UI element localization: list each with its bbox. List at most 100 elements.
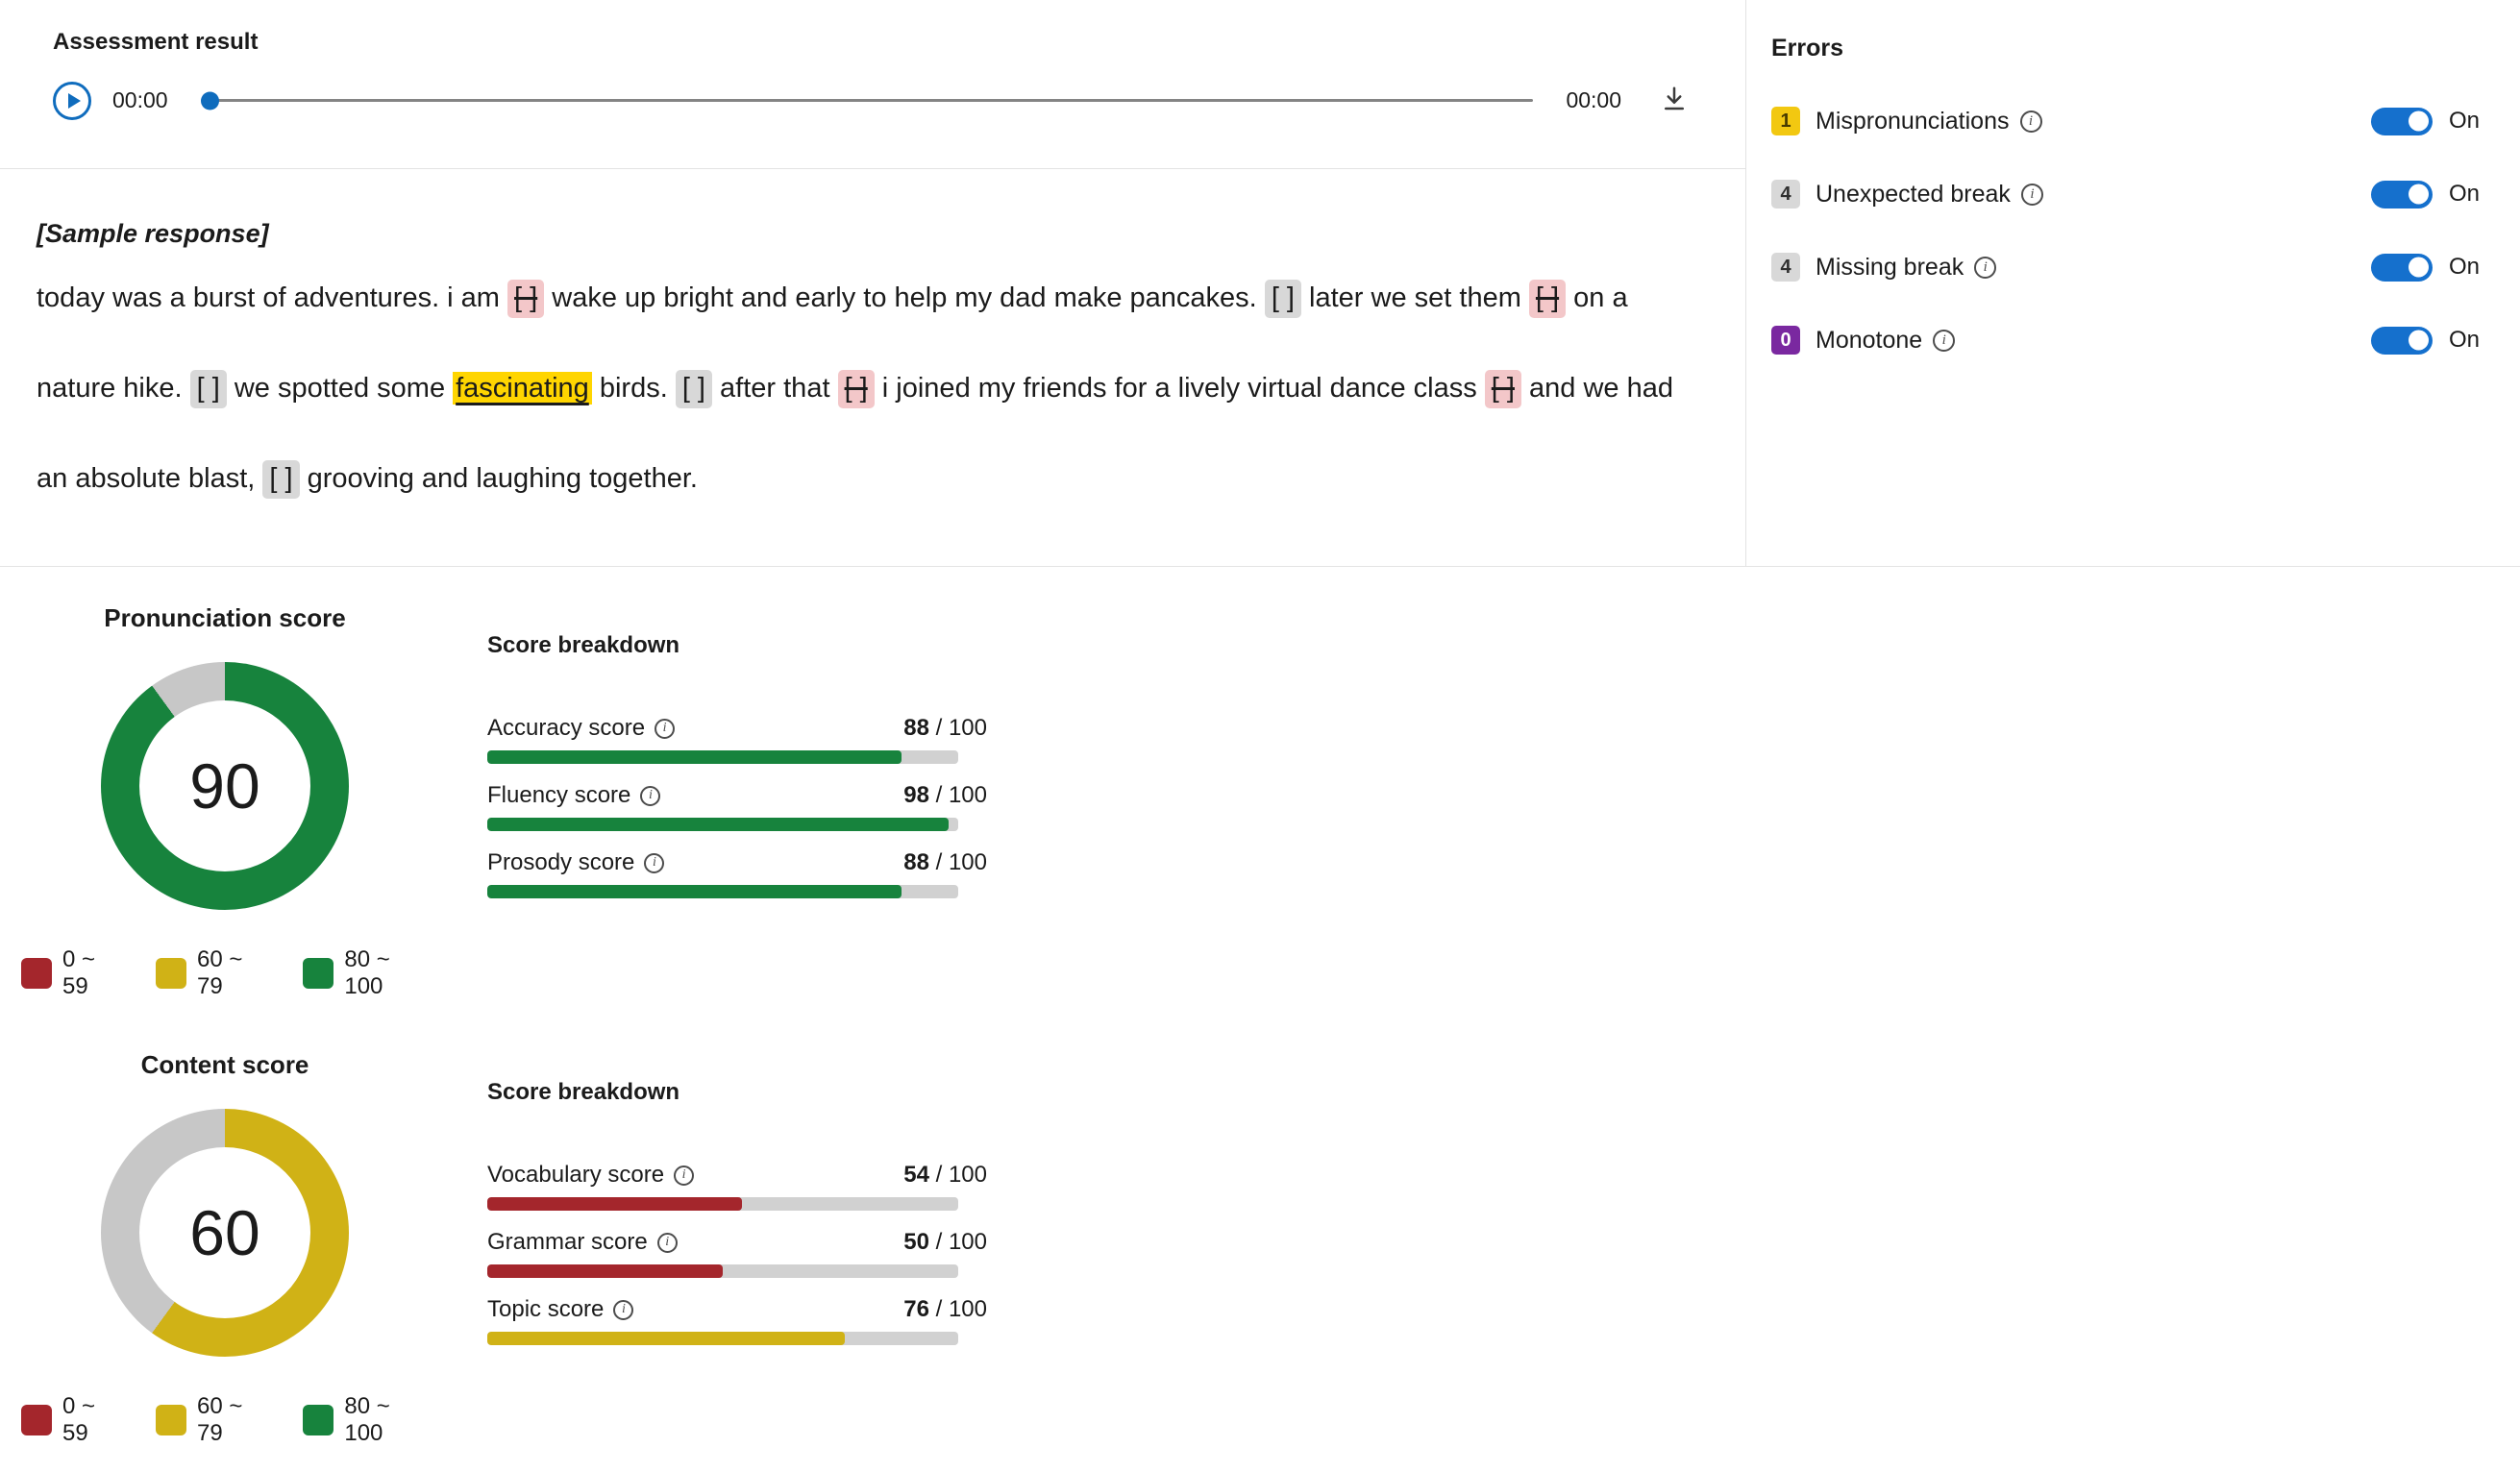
play-button[interactable]	[53, 81, 91, 120]
score-bar-group: Grammar score i 50 / 100	[487, 1229, 987, 1278]
toggle-state-label: On	[2449, 181, 2481, 207]
mispronounced-word[interactable]: fascinating	[453, 372, 592, 405]
errors-list: 1 Mispronunciations i On 4 Unexpected break i O…	[1771, 107, 2483, 355]
missing-break-marker[interactable]: [ ]	[189, 370, 227, 408]
transcript-text: birds.	[591, 373, 676, 404]
info-icon[interactable]: i	[656, 1232, 678, 1253]
transcript-text: and we had an absolute blast,	[37, 373, 1673, 494]
error-row: 0 Monotone i On	[1771, 326, 2483, 355]
score-bar-track	[487, 750, 958, 764]
page-title: Assessment result	[53, 29, 259, 55]
score-bar-value: 98 / 100	[903, 782, 987, 808]
score-bar-track	[487, 1332, 958, 1345]
error-row: 4 Unexpected break i On	[1771, 180, 2483, 209]
breakdown-bars: Accuracy score i 88 / 100 Fluency score i 98 …	[487, 715, 987, 898]
score-bar-fill	[487, 750, 902, 764]
legend-item: 80 ~ 100	[303, 1393, 434, 1447]
toggle-knob	[2409, 257, 2429, 278]
assessment-column: Assessment result 00:00 00:00 [	[0, 0, 1746, 566]
transcript-body: today was a burst of adventures. i am [ …	[37, 253, 1678, 524]
content-score-gauge: 60	[101, 1109, 349, 1357]
score-bar-label-row: Grammar score i 50 / 100	[487, 1229, 987, 1256]
legend-label: 0 ~ 59	[62, 1393, 96, 1446]
error-label: Monotone	[1816, 326, 1923, 354]
pronunciation-score-value: 90	[139, 700, 310, 871]
transcript-text: i joined my friends for a lively virtual…	[874, 373, 1485, 404]
error-toggle[interactable]	[2371, 107, 2433, 135]
unexpected-break-marker[interactable]: [ ]	[1484, 370, 1521, 408]
seek-slider[interactable]	[200, 90, 1534, 111]
errors-panel-title: Errors	[1771, 35, 1844, 61]
info-icon[interactable]: i	[640, 785, 661, 806]
legend-label: 60 ~ 79	[197, 946, 243, 999]
score-bar-track	[487, 1264, 958, 1278]
legend-label: 80 ~ 100	[344, 946, 390, 999]
breakdown-bars: Vocabulary score i 54 / 100 Grammar score i 5…	[487, 1162, 987, 1345]
score-legend: 0 ~ 59 60 ~ 79 80 ~ 100	[21, 1393, 434, 1447]
score-bar-label: Fluency score	[487, 782, 631, 808]
unexpected-break-marker[interactable]: [ ]	[507, 280, 545, 318]
error-toggle[interactable]	[2371, 253, 2433, 282]
seek-track	[200, 99, 1534, 102]
info-icon[interactable]: i	[674, 1165, 695, 1186]
unexpected-break-marker[interactable]: [ ]	[1528, 280, 1567, 318]
info-icon[interactable]: i	[655, 718, 676, 739]
info-icon[interactable]: i	[1974, 256, 1997, 279]
error-label: Missing break	[1816, 253, 1964, 281]
content-score-value: 60	[139, 1147, 310, 1318]
transcript-section: [Sample response] today was a burst of a…	[0, 169, 1745, 524]
content-breakdown: Score breakdown Vocabulary score i 54 / 10…	[487, 1050, 987, 1363]
toggle-knob	[2409, 330, 2429, 351]
scores-section: Pronunciation score 90 0 ~ 59 60 ~ 79 80 ~…	[0, 567, 2520, 1447]
legend-swatch	[303, 958, 334, 989]
error-row: 1 Mispronunciations i On	[1771, 107, 2483, 135]
download-icon	[1665, 86, 1684, 110]
score-bar-fill	[487, 818, 950, 831]
error-label: Mispronunciations	[1816, 107, 2010, 135]
score-bar-label: Grammar score	[487, 1229, 648, 1255]
score-bar-label-row: Prosody score i 88 / 100	[487, 849, 987, 876]
info-icon[interactable]: i	[1933, 329, 1956, 352]
pronunciation-score-title: Pronunciation score	[104, 603, 346, 632]
transcript-text: we spotted some	[226, 373, 454, 404]
score-bar-fill	[487, 885, 902, 898]
legend-label: 0 ~ 59	[62, 946, 96, 999]
download-button[interactable]	[1656, 81, 1692, 120]
pronunciation-gauge-column: Pronunciation score 90 0 ~ 59 60 ~ 79 80 ~…	[15, 603, 434, 1000]
error-toggle[interactable]	[2371, 326, 2433, 355]
score-bar-track	[487, 818, 958, 831]
toggle-state-label: On	[2449, 108, 2481, 134]
breakdown-title: Score breakdown	[487, 1079, 680, 1105]
legend-item: 60 ~ 79	[156, 1393, 274, 1447]
score-bar-value: 76 / 100	[903, 1296, 987, 1322]
pronunciation-score-gauge: 90	[101, 662, 349, 910]
seek-thumb[interactable]	[200, 91, 219, 110]
legend-item: 0 ~ 59	[21, 1393, 127, 1447]
error-row: 4 Missing break i On	[1771, 253, 2483, 282]
error-toggle[interactable]	[2371, 180, 2433, 209]
score-bar-value: 50 / 100	[903, 1229, 987, 1255]
error-count-badge: 0	[1771, 326, 1800, 355]
info-icon[interactable]: i	[2019, 110, 2042, 133]
toggle-knob	[2409, 110, 2429, 132]
score-bar-label-row: Vocabulary score i 54 / 100	[487, 1162, 987, 1189]
missing-break-marker[interactable]: [ ]	[1264, 280, 1301, 318]
transcript-text: after that	[711, 373, 838, 404]
content-gauge-column: Content score 60 0 ~ 59 60 ~ 79 80 ~ 100	[15, 1050, 434, 1447]
info-icon[interactable]: i	[644, 852, 665, 873]
content-score-title: Content score	[140, 1050, 309, 1079]
info-icon[interactable]: i	[2020, 183, 2043, 206]
info-icon[interactable]: i	[613, 1299, 634, 1320]
total-time: 00:00	[1566, 87, 1621, 112]
score-bar-label: Accuracy score	[487, 715, 646, 741]
score-bar-group: Accuracy score i 88 / 100	[487, 715, 987, 764]
error-count-badge: 4	[1771, 180, 1800, 209]
toggle-state-label: On	[2449, 327, 2481, 353]
missing-break-marker[interactable]: [ ]	[675, 370, 712, 408]
unexpected-break-marker[interactable]: [ ]	[837, 370, 875, 408]
score-bar-label-row: Accuracy score i 88 / 100	[487, 715, 987, 742]
score-bar-value: 54 / 100	[903, 1162, 987, 1188]
missing-break-marker[interactable]: [ ]	[262, 460, 300, 499]
transcript-text: grooving and laughing together.	[299, 463, 698, 494]
legend-swatch	[156, 958, 187, 989]
